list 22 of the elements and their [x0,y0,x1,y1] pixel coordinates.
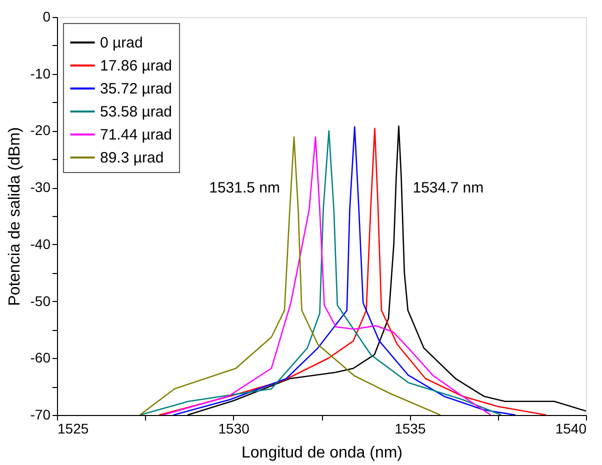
y-tick-label: -20 [30,122,51,138]
legend-label: 71.44 µrad [100,126,172,144]
x-axis-title: Longitud de onda (nm) [242,444,402,462]
y-tick-label: -30 [30,179,51,196]
annotation: 1531.5 nm [209,180,280,197]
y-tick-label: -10 [30,65,51,82]
legend-label: 89.3 µrad [100,150,164,166]
y-tick-label: -50 [30,292,51,309]
y-tick-label: 0 [42,8,51,24]
legend-label: 0 µrad [100,34,143,52]
y-axis-title: Potencia de salida (dBm) [6,127,24,306]
legend-label: 53.58 µrad [100,104,172,120]
y-tick-label: -40 [30,236,51,252]
y-tick-label: -70 [30,406,51,422]
x-tick-label: 1530 [218,420,250,436]
legend-label: 17.86 µrad [100,58,172,74]
annotation: 1534.7 nm [412,180,484,197]
x-tick-label: 1535 [394,420,426,436]
x-tick-label: 1540 [555,420,587,436]
legend-label: 35.72 µrad [100,80,172,98]
x-tick-label: 1525 [58,420,89,436]
y-tick-label: -60 [30,350,51,366]
